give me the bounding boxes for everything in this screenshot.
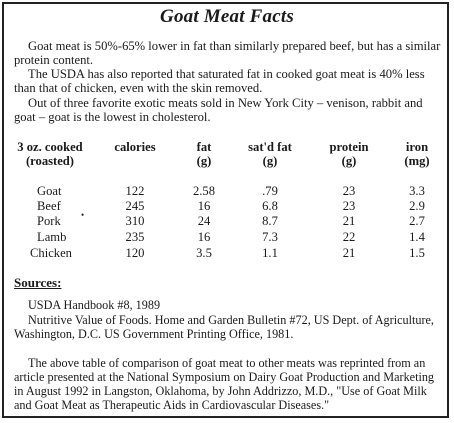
header-fat-line: fat bbox=[196, 140, 212, 154]
header-cut-line: 3 oz. cooked bbox=[17, 140, 83, 154]
header-calories-line bbox=[100, 154, 170, 168]
page-title: Goat Meat Facts bbox=[160, 6, 294, 27]
cell-satd-fat: 7.3 bbox=[262, 230, 278, 244]
cell-protein: 21 bbox=[342, 214, 356, 228]
cell-iron: 3.3 bbox=[409, 184, 425, 198]
cell-iron: 2.9 bbox=[409, 199, 425, 213]
cell-iron: 2.7 bbox=[409, 214, 425, 228]
header-satd-fat-line: (g) bbox=[262, 154, 278, 168]
cell-protein: 22 bbox=[342, 230, 356, 244]
fact-sheet-frame bbox=[2, 2, 449, 418]
cell-satd-fat: 1.1 bbox=[262, 246, 278, 260]
source-usda-handbook: USDA Handbook #8, 1989 bbox=[28, 298, 161, 312]
header-calories-line: calories bbox=[114, 140, 156, 154]
cell-fat: 16 bbox=[197, 230, 211, 244]
cell-food: Goat bbox=[37, 184, 62, 198]
cell-fat: 16 bbox=[197, 199, 211, 213]
header-satd-fat-line: sat'd fat bbox=[248, 140, 292, 154]
cell-calories: 120 bbox=[125, 246, 145, 260]
cell-protein: 21 bbox=[342, 246, 356, 260]
cell-food: Chicken bbox=[30, 246, 72, 260]
cell-fat: 3.5 bbox=[196, 246, 212, 260]
cell-calories: 122 bbox=[125, 184, 145, 198]
source-symposium-note: The above table of comparison of goat me… bbox=[14, 356, 435, 412]
paragraph-fat-comparison: Goat meat is 50%-65% lower in fat than s… bbox=[14, 39, 441, 67]
header-iron-line: (mg) bbox=[404, 154, 430, 168]
cell-fat: 24 bbox=[197, 214, 211, 228]
paragraph-saturated-fat: The USDA has also reported that saturate… bbox=[14, 67, 425, 95]
stray-mark-dot: • bbox=[81, 210, 85, 220]
cell-iron: 1.5 bbox=[409, 246, 425, 260]
header-fat: fat (g) bbox=[179, 140, 229, 168]
cell-satd-fat: 8.7 bbox=[262, 214, 278, 228]
header-calories: calories bbox=[100, 140, 170, 168]
cell-food: Pork bbox=[37, 214, 61, 228]
header-protein-line: (g) bbox=[341, 154, 357, 168]
header-protein: protein (g) bbox=[319, 140, 379, 168]
cell-satd-fat: 6.8 bbox=[262, 199, 278, 213]
source-nutritive-value: Nutritive Value of Foods. Home and Garde… bbox=[14, 313, 434, 341]
cell-food: Beef bbox=[37, 199, 61, 213]
cell-fat: 2.58 bbox=[192, 184, 216, 198]
cell-calories: 310 bbox=[125, 214, 145, 228]
header-iron: iron (mg) bbox=[392, 140, 442, 168]
cell-food: Lamb bbox=[37, 230, 67, 244]
header-iron-line: iron bbox=[405, 140, 429, 154]
header-cut: 3 oz. cooked (roasted) bbox=[0, 140, 100, 168]
sources-heading: Sources: bbox=[14, 275, 62, 290]
cell-satd-fat: .79 bbox=[262, 184, 278, 198]
paragraph-cholesterol: Out of three favorite exotic meats sold … bbox=[14, 96, 423, 124]
header-protein-line: protein bbox=[329, 140, 369, 154]
cell-iron: 1.4 bbox=[409, 230, 425, 244]
cell-calories: 245 bbox=[125, 199, 145, 213]
cell-protein: 23 bbox=[342, 199, 356, 213]
cell-calories: 235 bbox=[125, 230, 145, 244]
header-fat-line: (g) bbox=[196, 154, 212, 168]
cell-protein: 23 bbox=[342, 184, 356, 198]
header-cut-line: (roasted) bbox=[25, 154, 75, 168]
header-satd-fat: sat'd fat (g) bbox=[235, 140, 305, 168]
